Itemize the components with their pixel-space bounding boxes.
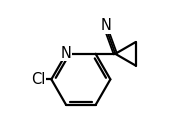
Text: N: N [61,46,72,61]
Text: N: N [101,18,112,33]
Text: Cl: Cl [31,72,46,87]
